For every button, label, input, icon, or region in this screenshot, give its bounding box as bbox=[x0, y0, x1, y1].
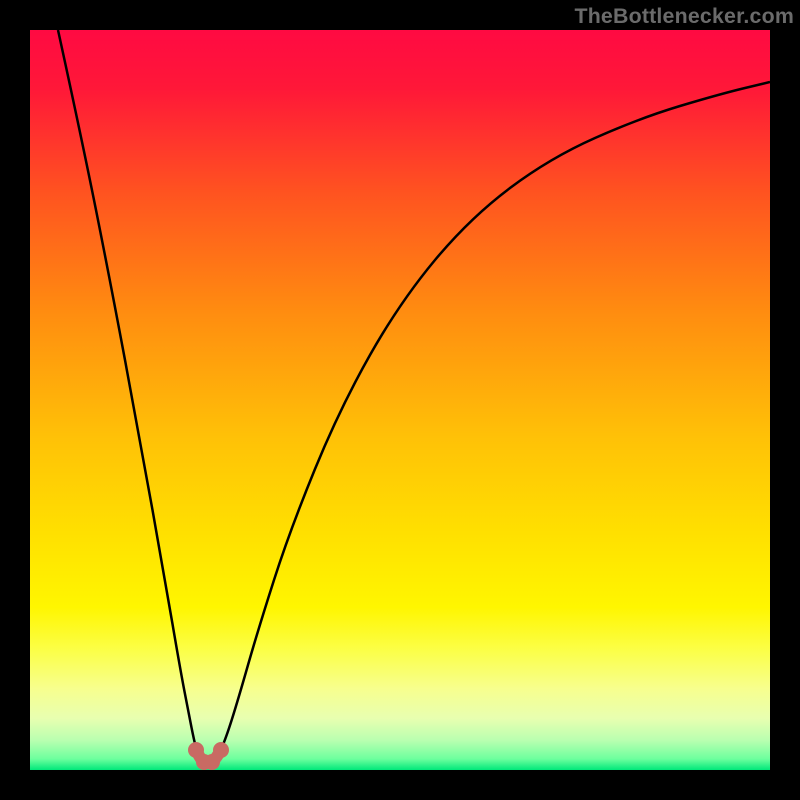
figure-root: TheBottlenecker.com bbox=[0, 0, 800, 800]
plot-area bbox=[30, 30, 770, 770]
chart-svg bbox=[0, 0, 800, 800]
watermark-label: TheBottlenecker.com bbox=[574, 4, 794, 29]
cusp-marker bbox=[213, 742, 229, 758]
